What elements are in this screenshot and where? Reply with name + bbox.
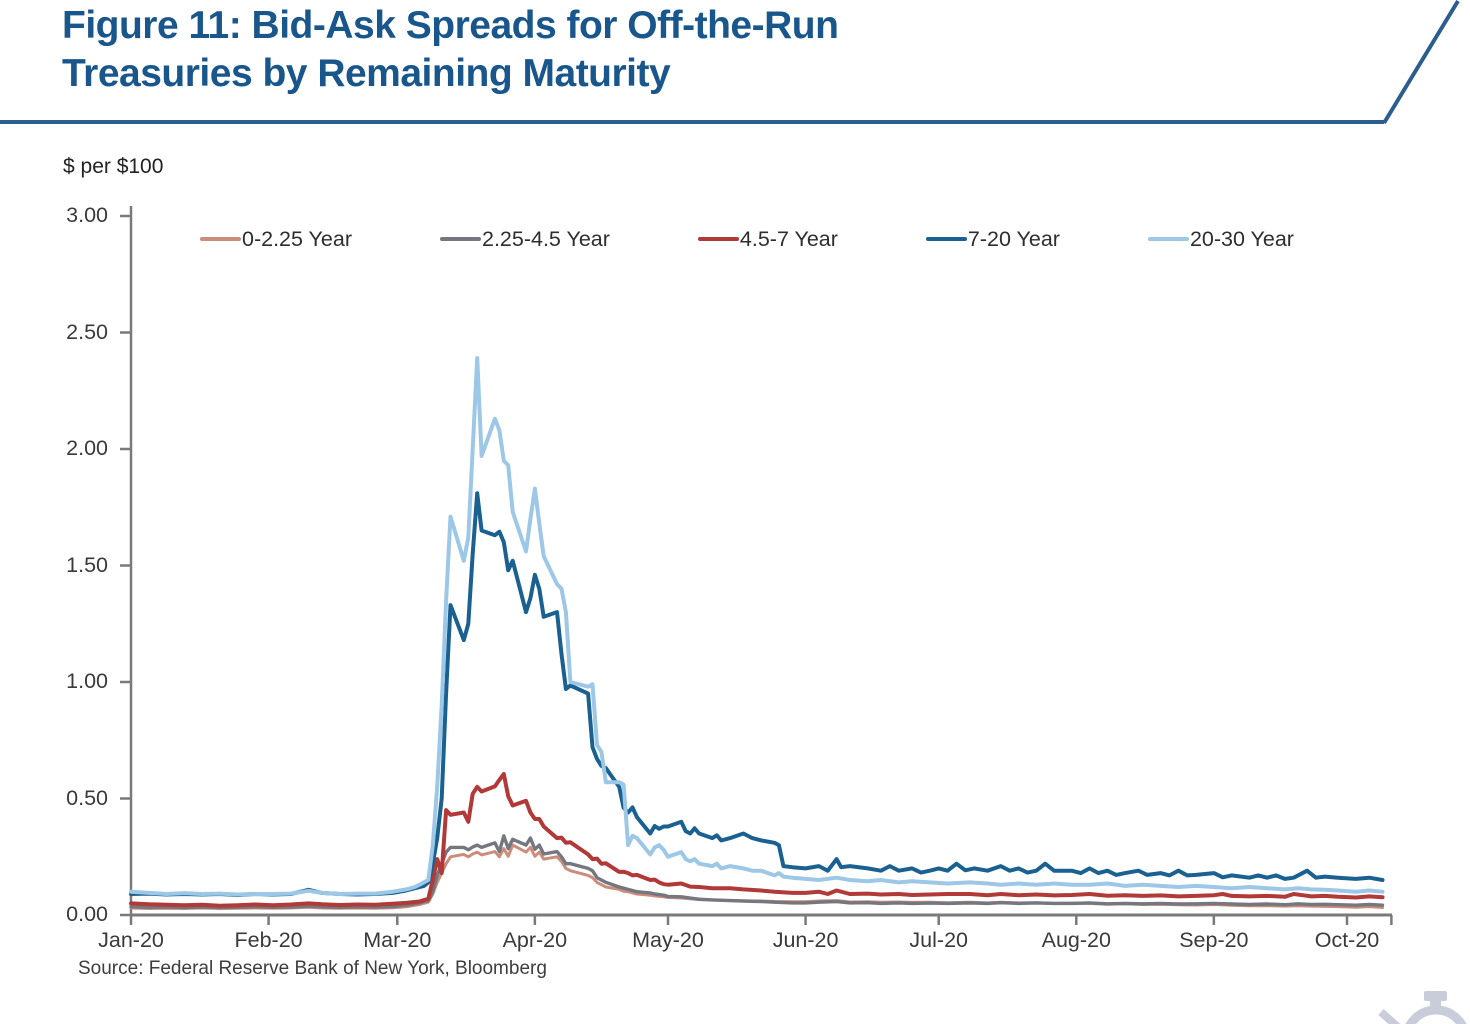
chart-legend: 0-2.25 Year 2.25-4.5 Year 4.5-7 Year 7-20 Y… [200,226,1294,252]
series-line-20-30-year [129,356,1385,897]
legend-label: 4.5-7 Year [739,226,838,251]
x-tick-label: Jan-20 [98,928,164,952]
watermark-logo-hand [1378,1009,1401,1024]
legend-line-swatch [200,236,241,242]
legend-item: 20-30 Year [1147,226,1294,252]
watermark-logo-stem [1430,1001,1441,1010]
y-tick-label: 0.50 [66,785,108,810]
x-tick-label: Sep-20 [1179,928,1249,952]
legend-item: 2.25-4.5 Year [439,226,610,252]
x-tick-label: Oct-20 [1314,928,1380,952]
figure-title: Figure 11: Bid-Ask Spreads for Off-the-R… [62,2,839,98]
legend-line-swatch [925,236,967,242]
legend-label: 7-20 Year [967,226,1060,251]
legend-label: 2.25-4.5 Year [481,226,610,251]
x-tick-label: May-20 [632,928,704,952]
source-text: Source: Federal Reserve Bank of New York… [78,958,547,979]
x-tick-label: Jul-20 [909,928,968,952]
y-tick-label: 1.50 [66,552,108,577]
watermark-logo-ring [1405,1005,1467,1024]
x-tick-label: Feb-20 [234,928,303,952]
title-rule [0,120,1384,124]
figure-title-line1: Figure 11: Bid-Ask Spreads for Off-the-R… [62,4,839,47]
legend-item: 0-2.25 Year [200,227,352,252]
x-tick-label: Jun-20 [772,928,839,952]
y-tick-label: 1.00 [66,669,108,693]
legend-line-swatch [439,236,481,242]
series-line-4-5-7-year [129,772,1385,908]
legend-label: 20-30 Year [1189,226,1294,251]
legend-item: 4.5-7 Year [697,226,838,252]
watermark-logo-crown [1424,991,1447,1001]
legend-line-swatch [697,236,739,242]
x-tick-label: Mar-20 [363,928,432,952]
y-tick-label: 2.50 [66,319,108,344]
y-tick-label: 3.00 [66,203,108,227]
y-axis-units-label: $ per $100 [63,155,164,178]
legend-item: 7-20 Year [925,226,1060,252]
legend-line-swatch [1147,236,1189,242]
y-tick-label: 0.00 [66,902,108,926]
series-line-7-20-year [129,491,1385,897]
y-tick-label: 2.00 [66,436,108,460]
x-tick-label: Aug-20 [1041,928,1111,952]
x-tick-label: Apr-20 [502,928,568,952]
corner-diagonal-line [1382,0,1460,125]
figure-title-line2: Treasuries by Remaining Maturity [62,52,671,95]
legend-label: 0-2.25 Year [242,226,352,251]
